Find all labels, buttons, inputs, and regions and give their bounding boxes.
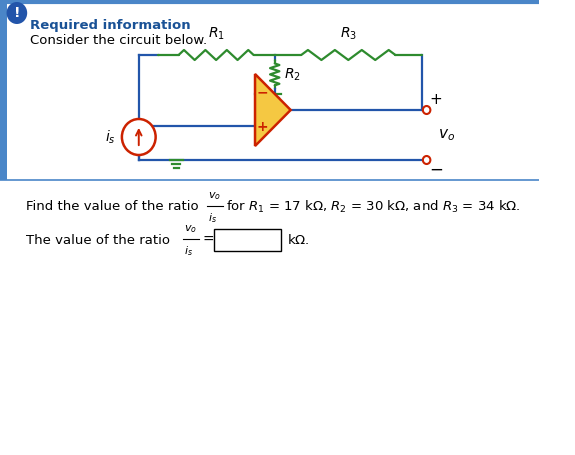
- Text: +: +: [430, 92, 442, 107]
- Text: k$\Omega$.: k$\Omega$.: [287, 233, 309, 247]
- FancyBboxPatch shape: [0, 2, 6, 180]
- Text: $i_s$: $i_s$: [184, 244, 193, 258]
- Circle shape: [122, 119, 156, 155]
- Text: $v_o$: $v_o$: [208, 190, 221, 202]
- Text: +: +: [256, 120, 269, 134]
- Text: $v_o$: $v_o$: [438, 127, 455, 143]
- Text: $R_2$: $R_2$: [284, 66, 301, 83]
- Text: $i_s$: $i_s$: [105, 128, 116, 146]
- Text: −: −: [256, 86, 269, 100]
- Text: $i_s$: $i_s$: [208, 211, 217, 225]
- Text: $R_1$: $R_1$: [208, 25, 225, 42]
- Text: $v_o$: $v_o$: [184, 223, 197, 235]
- Text: $R_3$: $R_3$: [340, 25, 357, 42]
- Text: Required information: Required information: [30, 19, 191, 31]
- Text: =: =: [202, 233, 214, 247]
- FancyBboxPatch shape: [214, 229, 281, 251]
- Text: for $R_1$ = 17 k$\Omega$, $R_2$ = 30 k$\Omega$, and $R_3$ = 34 k$\Omega$.: for $R_1$ = 17 k$\Omega$, $R_2$ = 30 k$\…: [226, 199, 521, 215]
- Text: Consider the circuit below.: Consider the circuit below.: [30, 34, 207, 46]
- Polygon shape: [255, 74, 290, 146]
- Text: !: !: [14, 6, 20, 20]
- Circle shape: [6, 2, 27, 24]
- Circle shape: [423, 156, 430, 164]
- Circle shape: [423, 106, 430, 114]
- Text: The value of the ratio: The value of the ratio: [26, 233, 170, 247]
- Text: −: −: [429, 161, 443, 179]
- Text: Find the value of the ratio: Find the value of the ratio: [26, 201, 199, 213]
